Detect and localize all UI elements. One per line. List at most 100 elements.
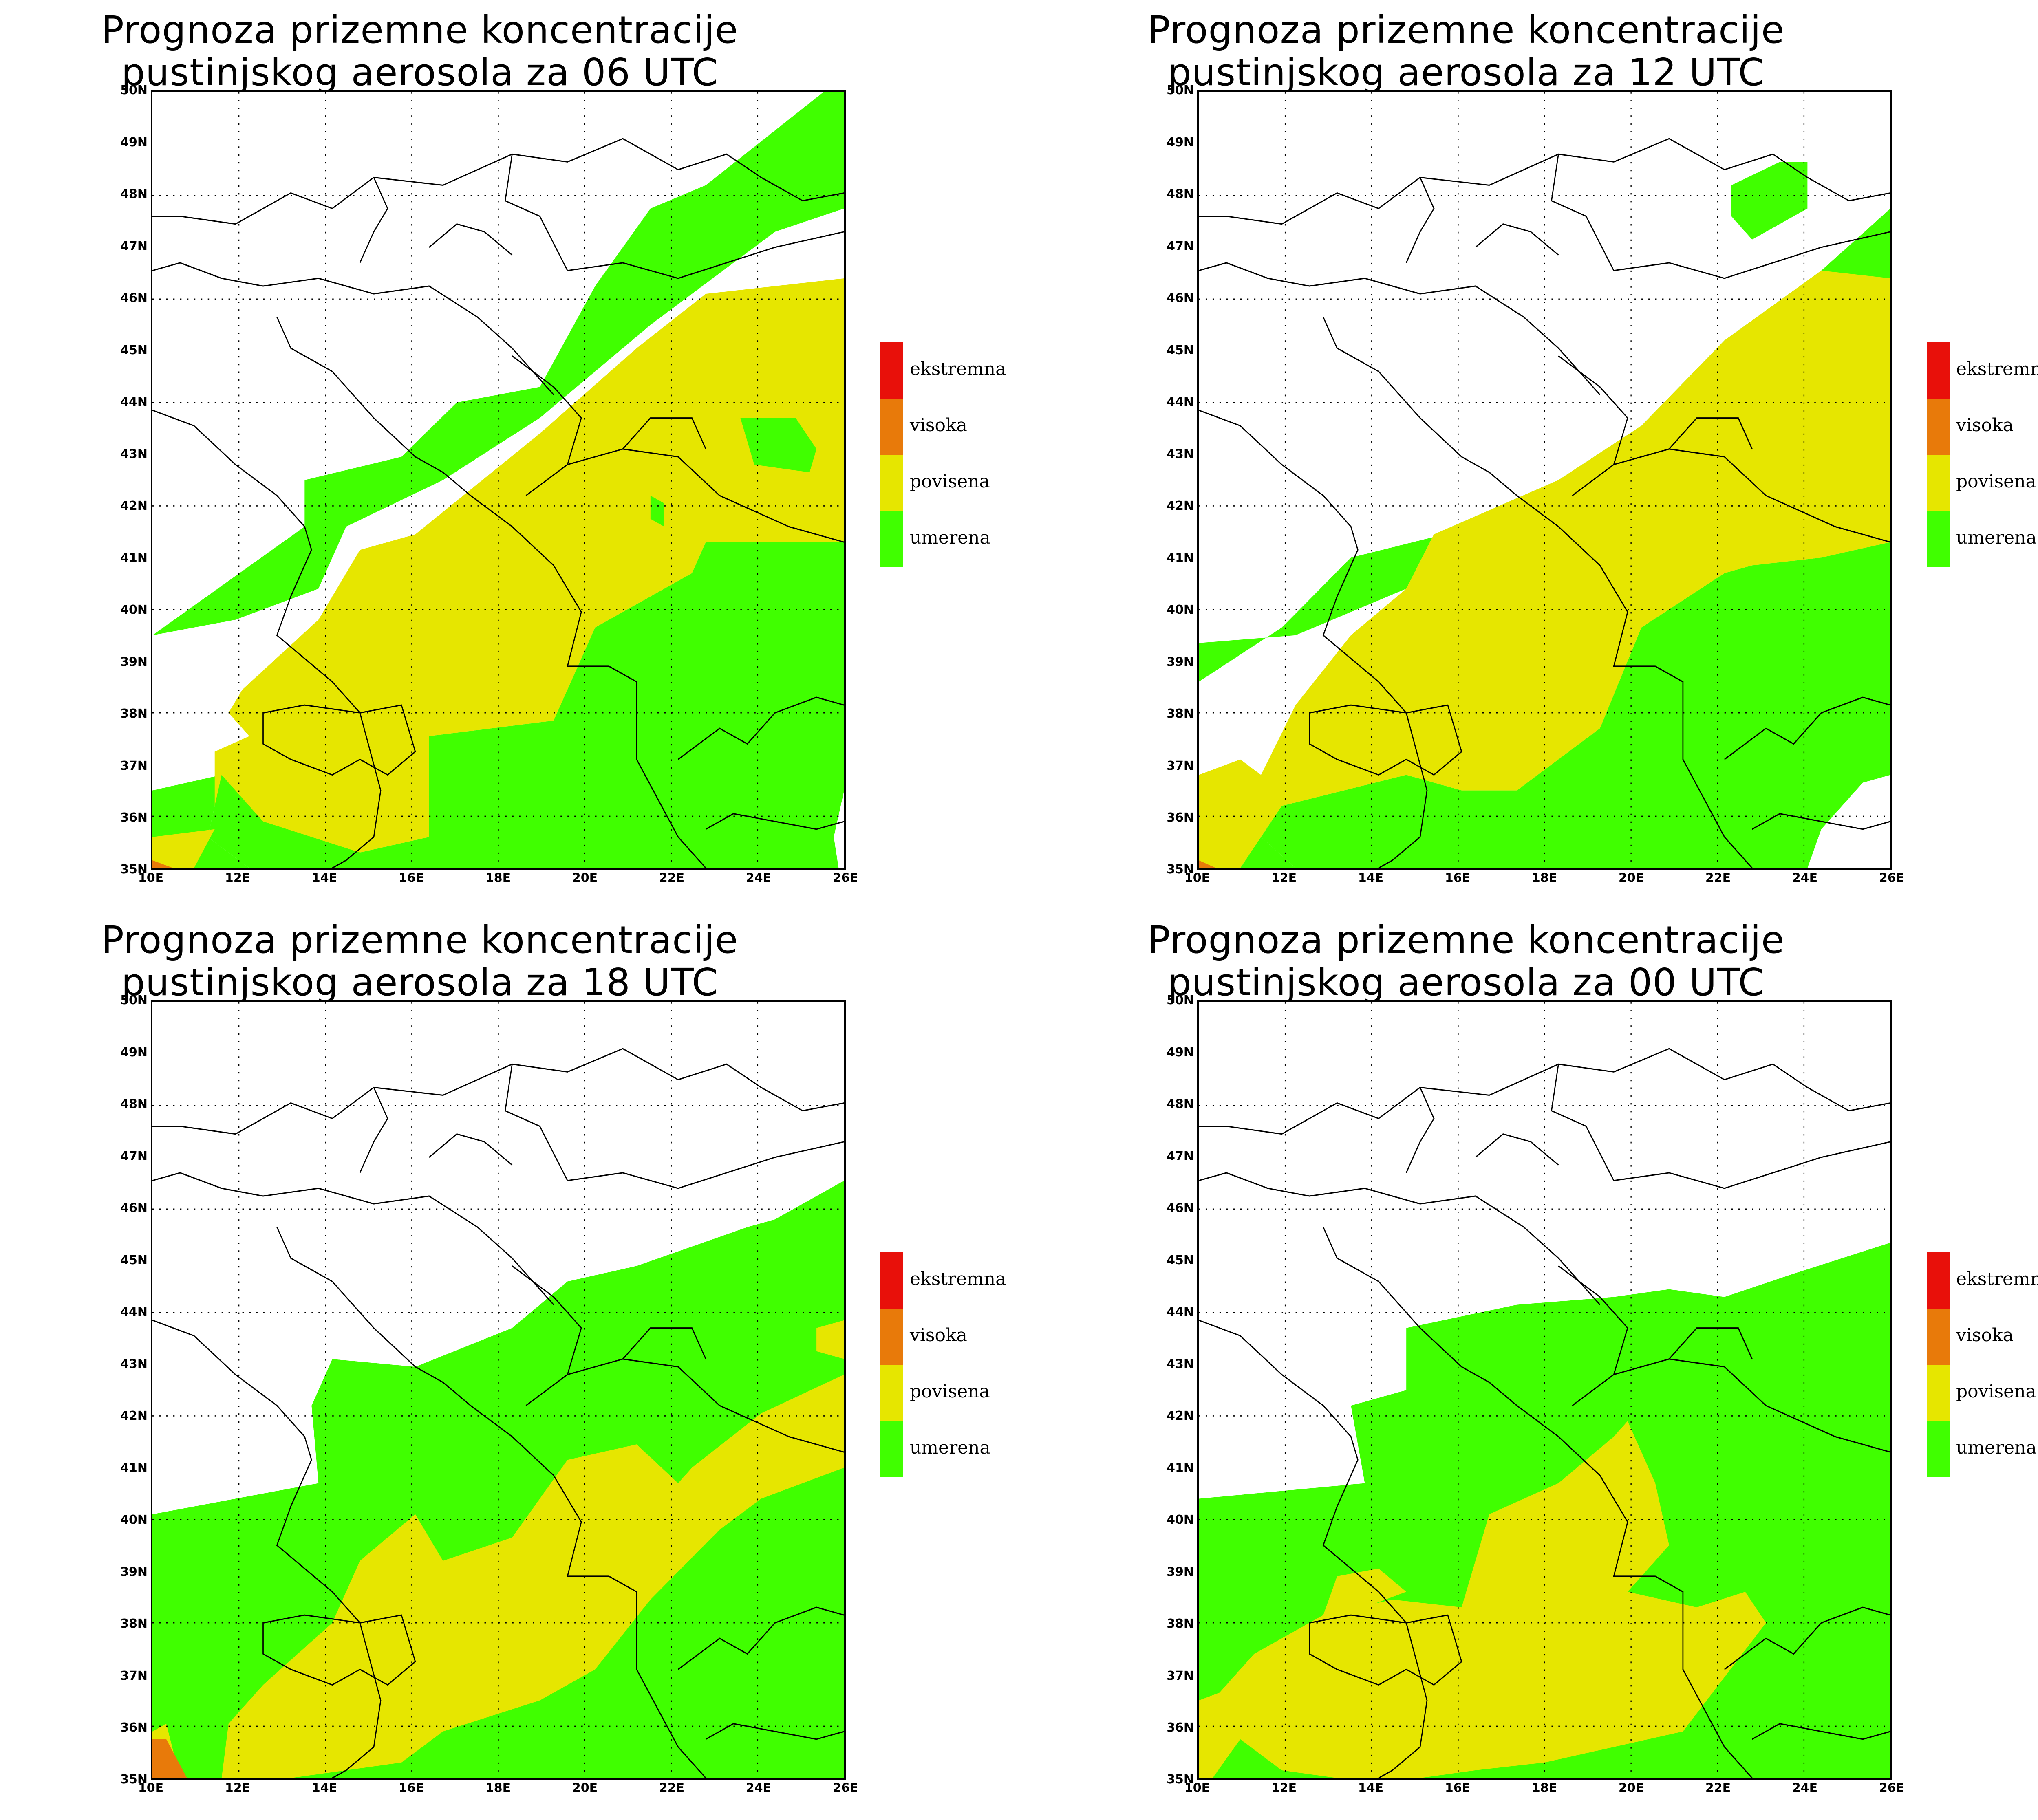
- lat-label: 36N: [1167, 1721, 1194, 1735]
- lat-label: 35N: [120, 862, 148, 877]
- lat-label: 41N: [1167, 551, 1194, 565]
- lon-label: 24E: [1792, 871, 1818, 885]
- lon-label: 18E: [1531, 871, 1557, 885]
- lat-label: 40N: [1167, 1513, 1194, 1527]
- lat-label: 38N: [120, 1617, 148, 1631]
- legend-item-visoka: visoka: [1927, 399, 2038, 455]
- lat-label: 43N: [1167, 447, 1194, 461]
- lon-label: 14E: [1358, 1781, 1384, 1795]
- legend-label: povisena: [910, 1381, 990, 1402]
- lat-label: 38N: [1167, 1617, 1194, 1631]
- lat-label: 47N: [120, 1149, 148, 1163]
- lat-label: 44N: [1167, 1305, 1194, 1319]
- lat-label: 43N: [120, 447, 148, 461]
- legend-swatch: [880, 1365, 903, 1421]
- legend-swatch: [1927, 399, 1950, 455]
- lon-label: 20E: [572, 1781, 598, 1795]
- lat-label: 39N: [120, 655, 148, 669]
- lat-label: 44N: [120, 1305, 148, 1319]
- lon-label: 26E: [832, 1781, 858, 1795]
- lat-label: 43N: [1167, 1357, 1194, 1371]
- lon-label: 14E: [311, 871, 337, 885]
- legend-label: povisena: [1956, 471, 2036, 492]
- lat-label: 49N: [1167, 1045, 1194, 1060]
- lon-label: 14E: [311, 1781, 337, 1795]
- lat-label: 37N: [120, 1669, 148, 1683]
- legend-swatch: [1927, 1309, 1950, 1365]
- lat-label: 38N: [1167, 707, 1194, 721]
- title-line-1: Prognoza prizemne koncentracije: [1147, 8, 1785, 52]
- lat-label: 35N: [1167, 1772, 1194, 1787]
- map-panel-4: Prognoza prizemne koncentracije pustinjs…: [1046, 910, 2038, 1820]
- legend-label: visoka: [910, 415, 967, 436]
- lon-label: 12E: [225, 1781, 251, 1795]
- lat-label: 45N: [120, 1253, 148, 1267]
- lat-label: 46N: [120, 291, 148, 305]
- legend-item-umerena: umerena: [1927, 1421, 2038, 1477]
- legend-item-ekstremna: ekstremna: [880, 1252, 1052, 1309]
- lon-label: 24E: [1792, 1781, 1818, 1795]
- legend-item-povisena: povisena: [1927, 1365, 2038, 1421]
- lat-label: 47N: [120, 239, 148, 253]
- lat-label: 47N: [1167, 1149, 1194, 1163]
- lon-label: 22E: [659, 1781, 685, 1795]
- lon-label: 22E: [1705, 871, 1731, 885]
- lat-label: 38N: [120, 707, 148, 721]
- lat-label: 50N: [120, 993, 148, 1007]
- legend-label: ekstremna: [910, 1269, 1006, 1289]
- lon-label: 20E: [1618, 871, 1644, 885]
- legend-swatch: [1927, 1252, 1950, 1309]
- lat-label: 45N: [120, 343, 148, 357]
- lat-label: 48N: [120, 1097, 148, 1111]
- legend-label: umerena: [910, 1437, 990, 1458]
- lon-label: 16E: [398, 871, 424, 885]
- lat-label: 49N: [120, 1045, 148, 1060]
- lat-label: 41N: [1167, 1461, 1194, 1475]
- legend-label: umerena: [910, 527, 990, 548]
- title-line-1: Prognoza prizemne koncentracije: [1147, 918, 1785, 962]
- lon-label: 16E: [1445, 871, 1471, 885]
- legend-label: umerena: [1956, 527, 2037, 548]
- forecast-map: [1197, 90, 1892, 870]
- legend-label: visoka: [1956, 415, 2014, 436]
- lon-label: 12E: [225, 871, 251, 885]
- legend-label: povisena: [1956, 1381, 2036, 1402]
- legend-item-povisena: povisena: [880, 455, 1052, 511]
- lon-label: 10E: [138, 871, 164, 885]
- lat-label: 36N: [120, 1721, 148, 1735]
- lat-label: 42N: [1167, 1409, 1194, 1423]
- lat-label: 39N: [1167, 1565, 1194, 1579]
- lon-label: 20E: [572, 871, 598, 885]
- legend-label: povisena: [910, 471, 990, 492]
- lat-label: 48N: [1167, 187, 1194, 201]
- lon-label: 10E: [1184, 871, 1210, 885]
- lat-label: 39N: [120, 1565, 148, 1579]
- lat-label: 39N: [1167, 655, 1194, 669]
- lon-label: 16E: [398, 1781, 424, 1795]
- legend-label: ekstremna: [1956, 1269, 2038, 1289]
- legend-item-umerena: umerena: [880, 511, 1052, 567]
- legend-item-visoka: visoka: [1927, 1309, 2038, 1365]
- legend-item-ekstremna: ekstremna: [1927, 1252, 2038, 1309]
- lat-label: 44N: [1167, 395, 1194, 409]
- map-panel-1: Prognoza prizemne koncentracije pustinjs…: [0, 0, 1046, 910]
- legend-label: visoka: [910, 1325, 967, 1346]
- lon-label: 24E: [746, 871, 772, 885]
- legend-swatch: [1927, 342, 1950, 399]
- map-panel-3: Prognoza prizemne koncentracije pustinjs…: [0, 910, 1046, 1820]
- lon-label: 20E: [1618, 1781, 1644, 1795]
- lat-label: 49N: [1167, 135, 1194, 150]
- legend-swatch: [880, 342, 903, 399]
- lat-label: 49N: [120, 135, 148, 150]
- legend-label: ekstremna: [910, 359, 1006, 379]
- legend-item-ekstremna: ekstremna: [880, 342, 1052, 399]
- lat-label: 37N: [1167, 759, 1194, 773]
- lat-label: 44N: [120, 395, 148, 409]
- title-line-1: Prognoza prizemne koncentracije: [101, 918, 739, 962]
- legend-item-visoka: visoka: [880, 399, 1052, 455]
- lat-label: 42N: [120, 1409, 148, 1423]
- legend-item-umerena: umerena: [1927, 511, 2038, 567]
- lat-label: 41N: [120, 1461, 148, 1475]
- legend-item-ekstremna: ekstremna: [1927, 342, 2038, 399]
- lon-label: 26E: [1879, 871, 1905, 885]
